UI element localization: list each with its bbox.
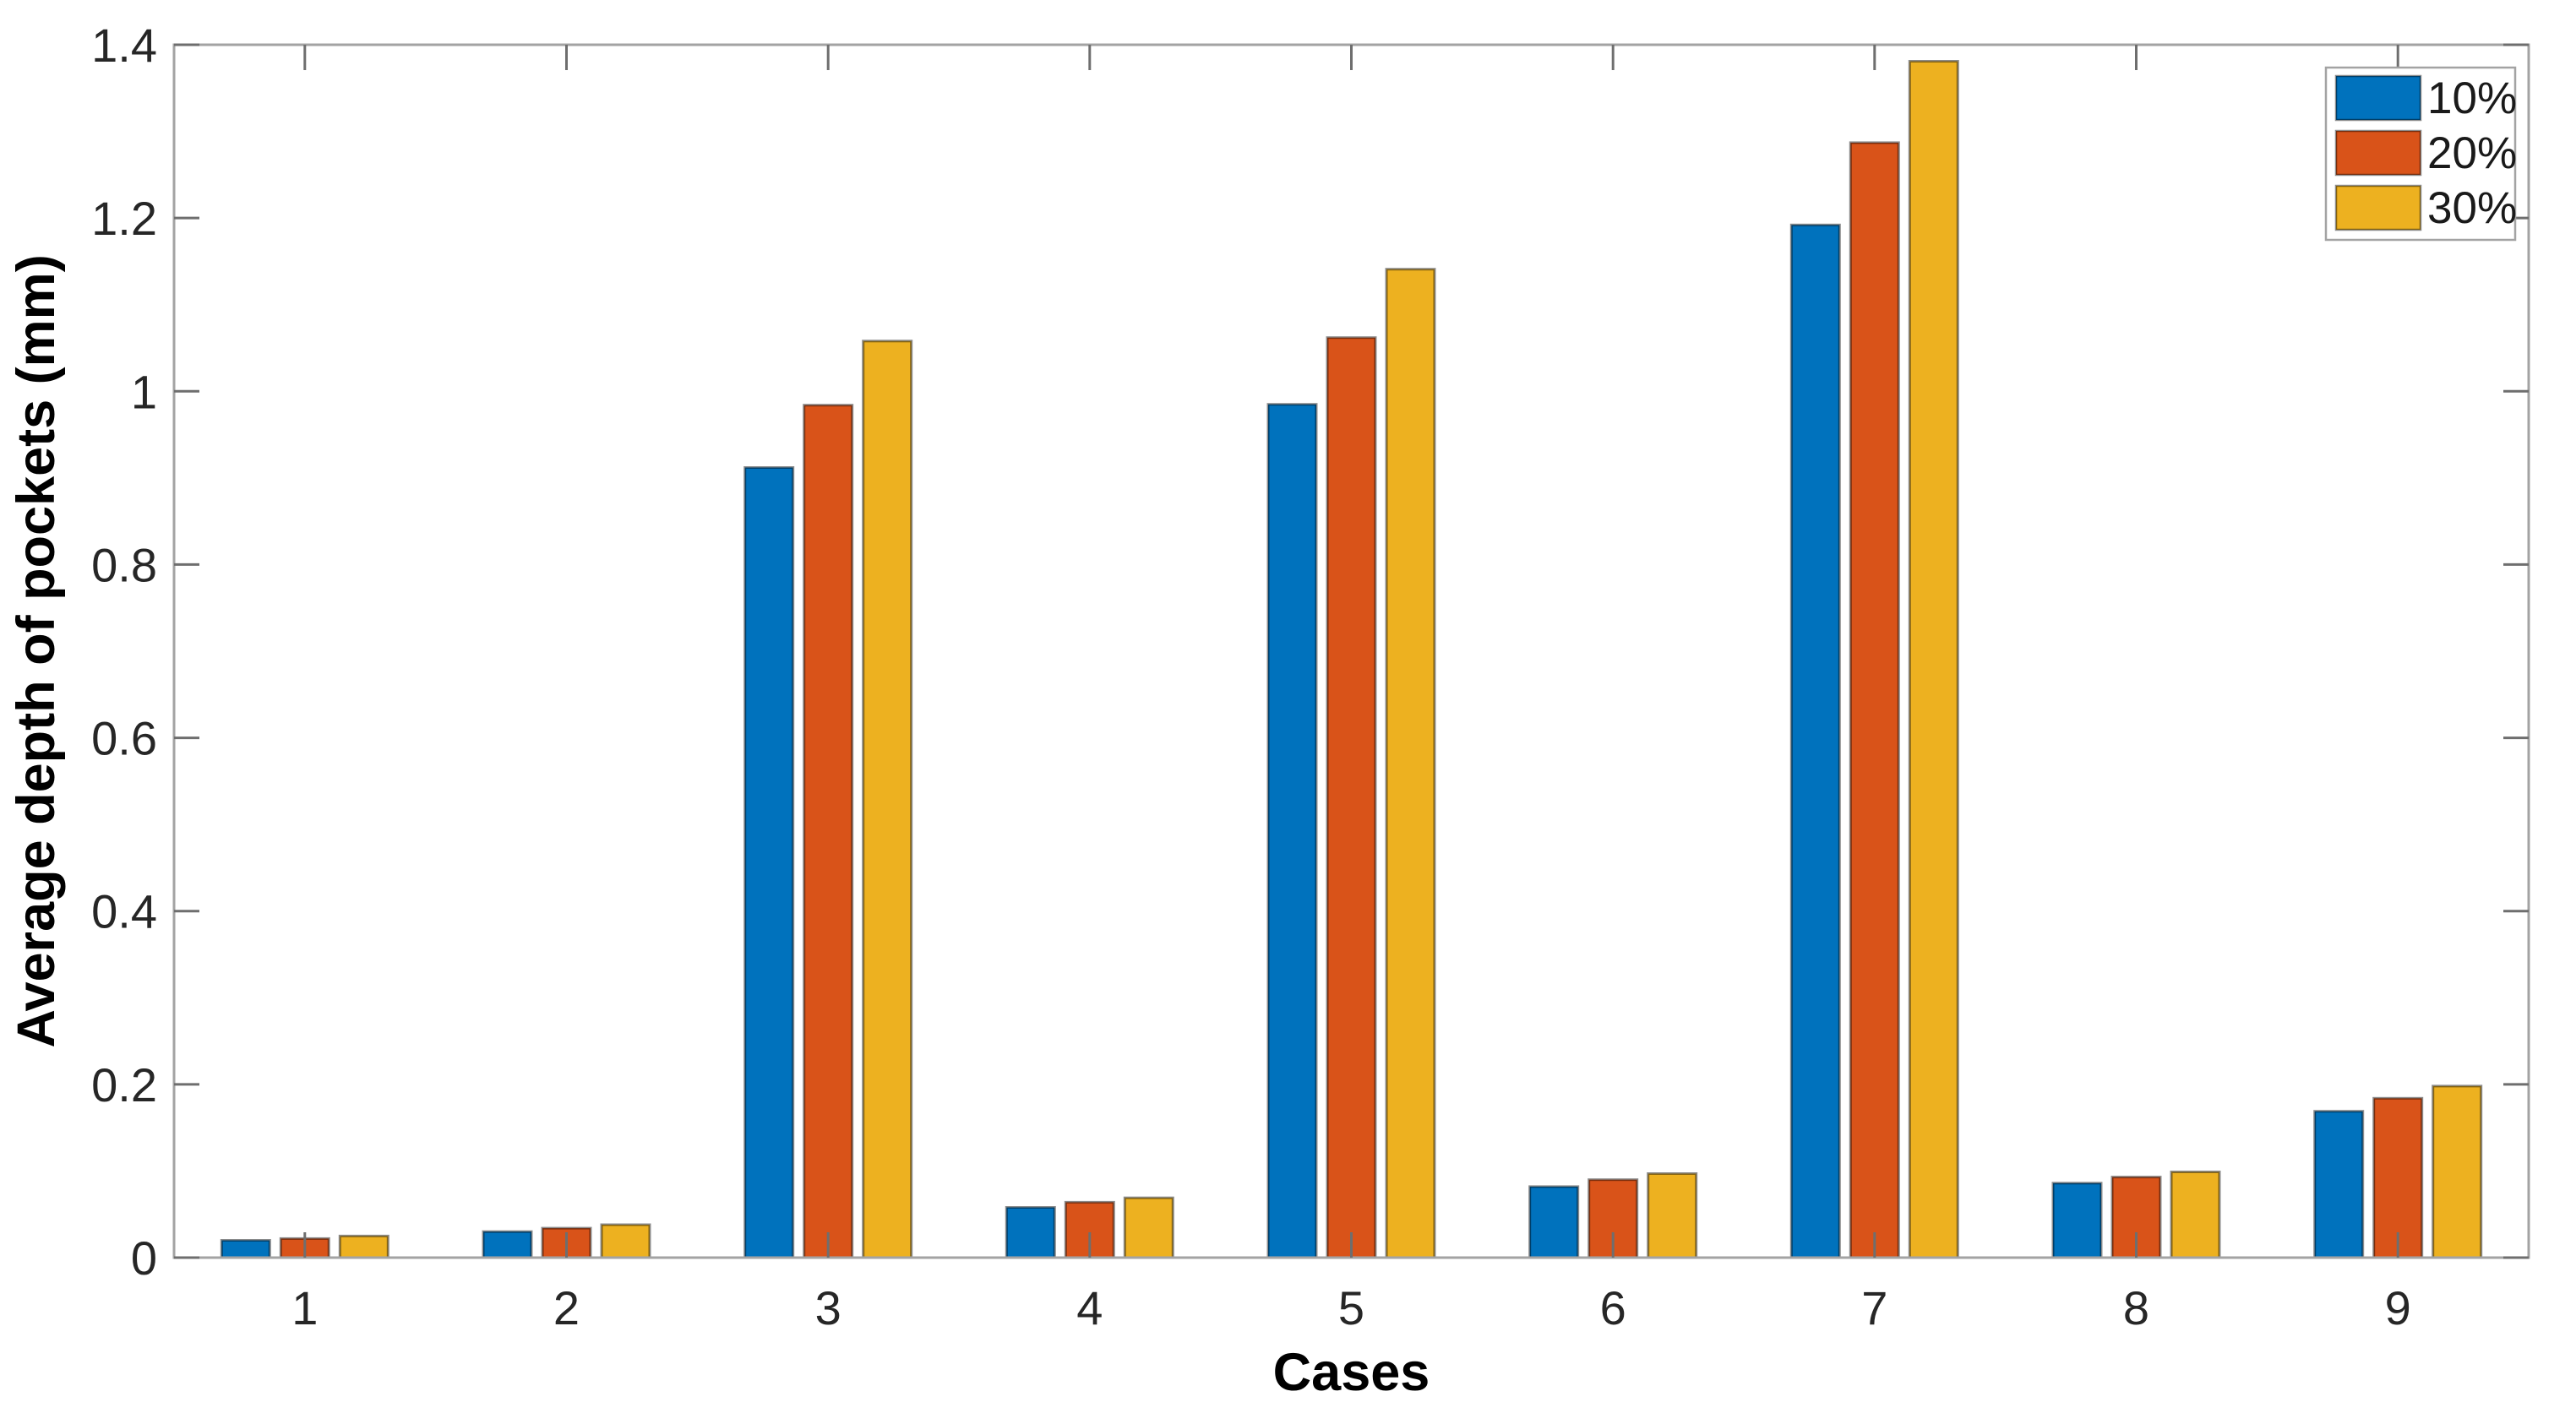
x-tick-label-5: 5: [1338, 1281, 1364, 1334]
x-tick-label-8: 8: [2123, 1281, 2149, 1334]
bar-case2-30pct: [600, 1223, 651, 1259]
x-tick-labels: 1 2 3 4 5 6 7 8 9: [291, 1281, 2411, 1334]
y-tick-label-1: 1: [131, 365, 157, 418]
bar-case2-10pct: [482, 1230, 533, 1259]
legend: 10%20%30%: [2324, 66, 2517, 242]
y-tick-label-0.4: 0.4: [91, 885, 157, 938]
bar-case6-30pct: [1647, 1172, 1698, 1259]
bar-case9-10pct: [2313, 1110, 2365, 1259]
y-tick-label-1.2: 1.2: [91, 192, 157, 245]
bar-case5-20pct: [1326, 336, 1377, 1259]
legend-swatch-20pct: [2334, 129, 2422, 177]
legend-swatch-30pct: [2334, 184, 2422, 231]
bars-group: [220, 60, 2483, 1259]
legend-label-30pct: 30%: [2427, 183, 2517, 233]
legend-swatch-10pct: [2334, 74, 2422, 122]
y-tick-labels: 0 0.2 0.4 0.6 0.8 1 1.2 1.4: [91, 19, 157, 1285]
bar-case6-10pct: [1528, 1185, 1580, 1259]
bar-case7-10pct: [1789, 223, 1841, 1259]
x-tick-label-2: 2: [553, 1281, 580, 1334]
bar-case5-10pct: [1266, 403, 1318, 1259]
y-axis-label: Average depth of pockets (mm): [7, 254, 66, 1047]
bar-case7-20pct: [1849, 141, 1900, 1259]
bar-case1-10pct: [220, 1239, 271, 1259]
x-tick-label-3: 3: [815, 1281, 841, 1334]
bar-case4-30pct: [1123, 1196, 1174, 1259]
bar-case5-30pct: [1385, 268, 1436, 1259]
y-tick-label-0.2: 0.2: [91, 1058, 157, 1111]
bar-case9-30pct: [2432, 1084, 2483, 1259]
bar-case7-30pct: [1908, 60, 1959, 1259]
x-axis-label: Cases: [1273, 1343, 1430, 1402]
y-tick-label-0.6: 0.6: [91, 712, 157, 765]
bar-case8-10pct: [2051, 1182, 2103, 1259]
y-tick-label-1.4: 1.4: [91, 19, 157, 72]
legend-label-10pct: 10%: [2427, 73, 2517, 123]
bar-case3-10pct: [743, 466, 795, 1259]
x-tick-label-1: 1: [291, 1281, 318, 1334]
x-tick-label-6: 6: [1600, 1281, 1626, 1334]
legend-label-20pct: 20%: [2427, 128, 2517, 178]
axis-ticks: [174, 43, 2529, 1259]
bar-case3-20pct: [803, 404, 854, 1259]
bar-case4-10pct: [1005, 1206, 1056, 1259]
bar-case1-30pct: [338, 1234, 389, 1259]
x-tick-label-7: 7: [1861, 1281, 1887, 1334]
y-tick-label-0.8: 0.8: [91, 538, 157, 591]
x-tick-label-9: 9: [2385, 1281, 2411, 1334]
bar-case3-30pct: [862, 340, 913, 1259]
y-tick-label-0: 0: [131, 1231, 157, 1285]
x-tick-label-4: 4: [1076, 1281, 1103, 1334]
bar-case8-30pct: [2170, 1171, 2221, 1259]
